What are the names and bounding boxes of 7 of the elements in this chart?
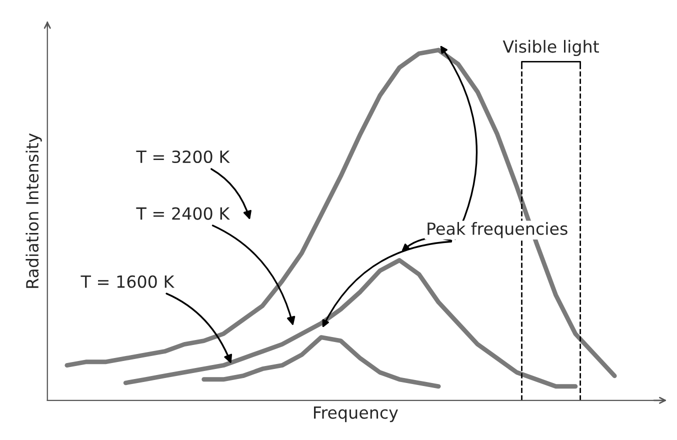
y-axis-title: Radiation Intensity xyxy=(26,133,42,288)
annotation: T = 3200 K xyxy=(136,150,230,164)
annotation: Visible light xyxy=(502,40,599,56)
annotation: T = 2400 K xyxy=(136,207,230,220)
x-axis-title: Frequency xyxy=(314,406,398,422)
annotation: Peak frequencies xyxy=(428,222,568,238)
annotation: T = 1600 K xyxy=(80,275,175,288)
